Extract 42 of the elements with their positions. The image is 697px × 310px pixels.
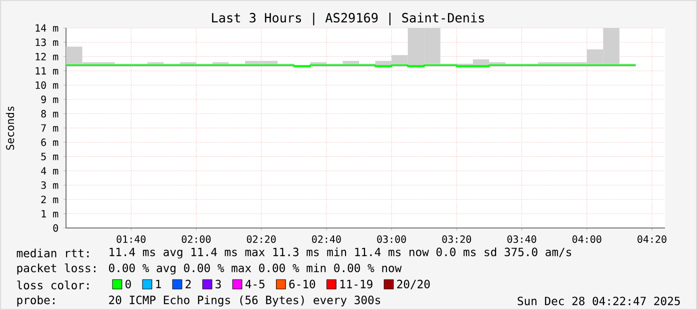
x-tick-label: 03:40 <box>507 235 536 243</box>
x-tick-label: 01:40 <box>116 235 146 243</box>
text: 11.4 ms avg 11.4 ms max 11.3 ms min 11.4 ms now 0.0 ms sd 375.0 am/s <box>110 247 572 258</box>
x-tick-label: 04:20 <box>638 235 666 243</box>
legend-label: 1 <box>156 280 161 288</box>
y-tick-label: 11 m <box>36 67 58 74</box>
y-tick-label: 0 <box>53 224 58 232</box>
text: packet loss: <box>17 263 96 275</box>
y-tick-label: 10 m <box>36 81 58 89</box>
text: median rtt: <box>16 248 89 258</box>
x-tick-label: 04:00 <box>572 235 602 243</box>
legend-label: 6-10 <box>289 280 316 288</box>
legend-label: 11-19 <box>340 280 372 288</box>
y-tick-label: 6 m <box>41 138 58 146</box>
y-tick-label: 3 m <box>41 181 58 189</box>
y-tick-label: 1 m <box>42 210 58 218</box>
y-axis-title: Seconds <box>6 106 14 150</box>
x-tick-label: 02:00 <box>182 235 211 243</box>
x-tick-label: 02:40 <box>312 235 341 243</box>
x-tick-label: 03:00 <box>377 235 406 243</box>
text: probe: <box>17 295 54 306</box>
legend-label: 20/20 <box>397 280 430 290</box>
text: 20 ICMP Echo Pings (56 Bytes) every 300s <box>109 295 380 306</box>
y-tick-label: 7 m <box>41 124 58 132</box>
legend-label: 3 <box>216 280 221 288</box>
y-tick-label: 8 m <box>41 110 58 118</box>
legend-label: 0 <box>126 280 131 288</box>
text: Sun Dec 28 04:22:47 2025 <box>518 296 680 306</box>
y-tick-label: 14 m <box>36 24 58 32</box>
y-tick-label: 13 m <box>36 38 58 46</box>
y-tick-label: 12 m <box>36 52 58 60</box>
legend-label: 4-5 <box>245 280 264 288</box>
y-tick-label: 2 m <box>41 196 58 204</box>
legend-title: loss color: <box>17 280 89 290</box>
chart-title: Last 3 Hours | AS29169 | Saint-Denis <box>212 12 484 26</box>
legend-label: 2 <box>186 280 191 288</box>
y-tick-label: 5 m <box>41 152 58 160</box>
y-tick-label: 4 m <box>41 167 58 174</box>
y-tick-label: 9 m <box>41 96 58 104</box>
text: 0.00 % avg 0.00 % max 0.00 % min 0.00 % now <box>109 263 402 274</box>
x-tick-label: 02:20 <box>246 235 276 243</box>
x-tick-label: 03:20 <box>442 235 472 243</box>
